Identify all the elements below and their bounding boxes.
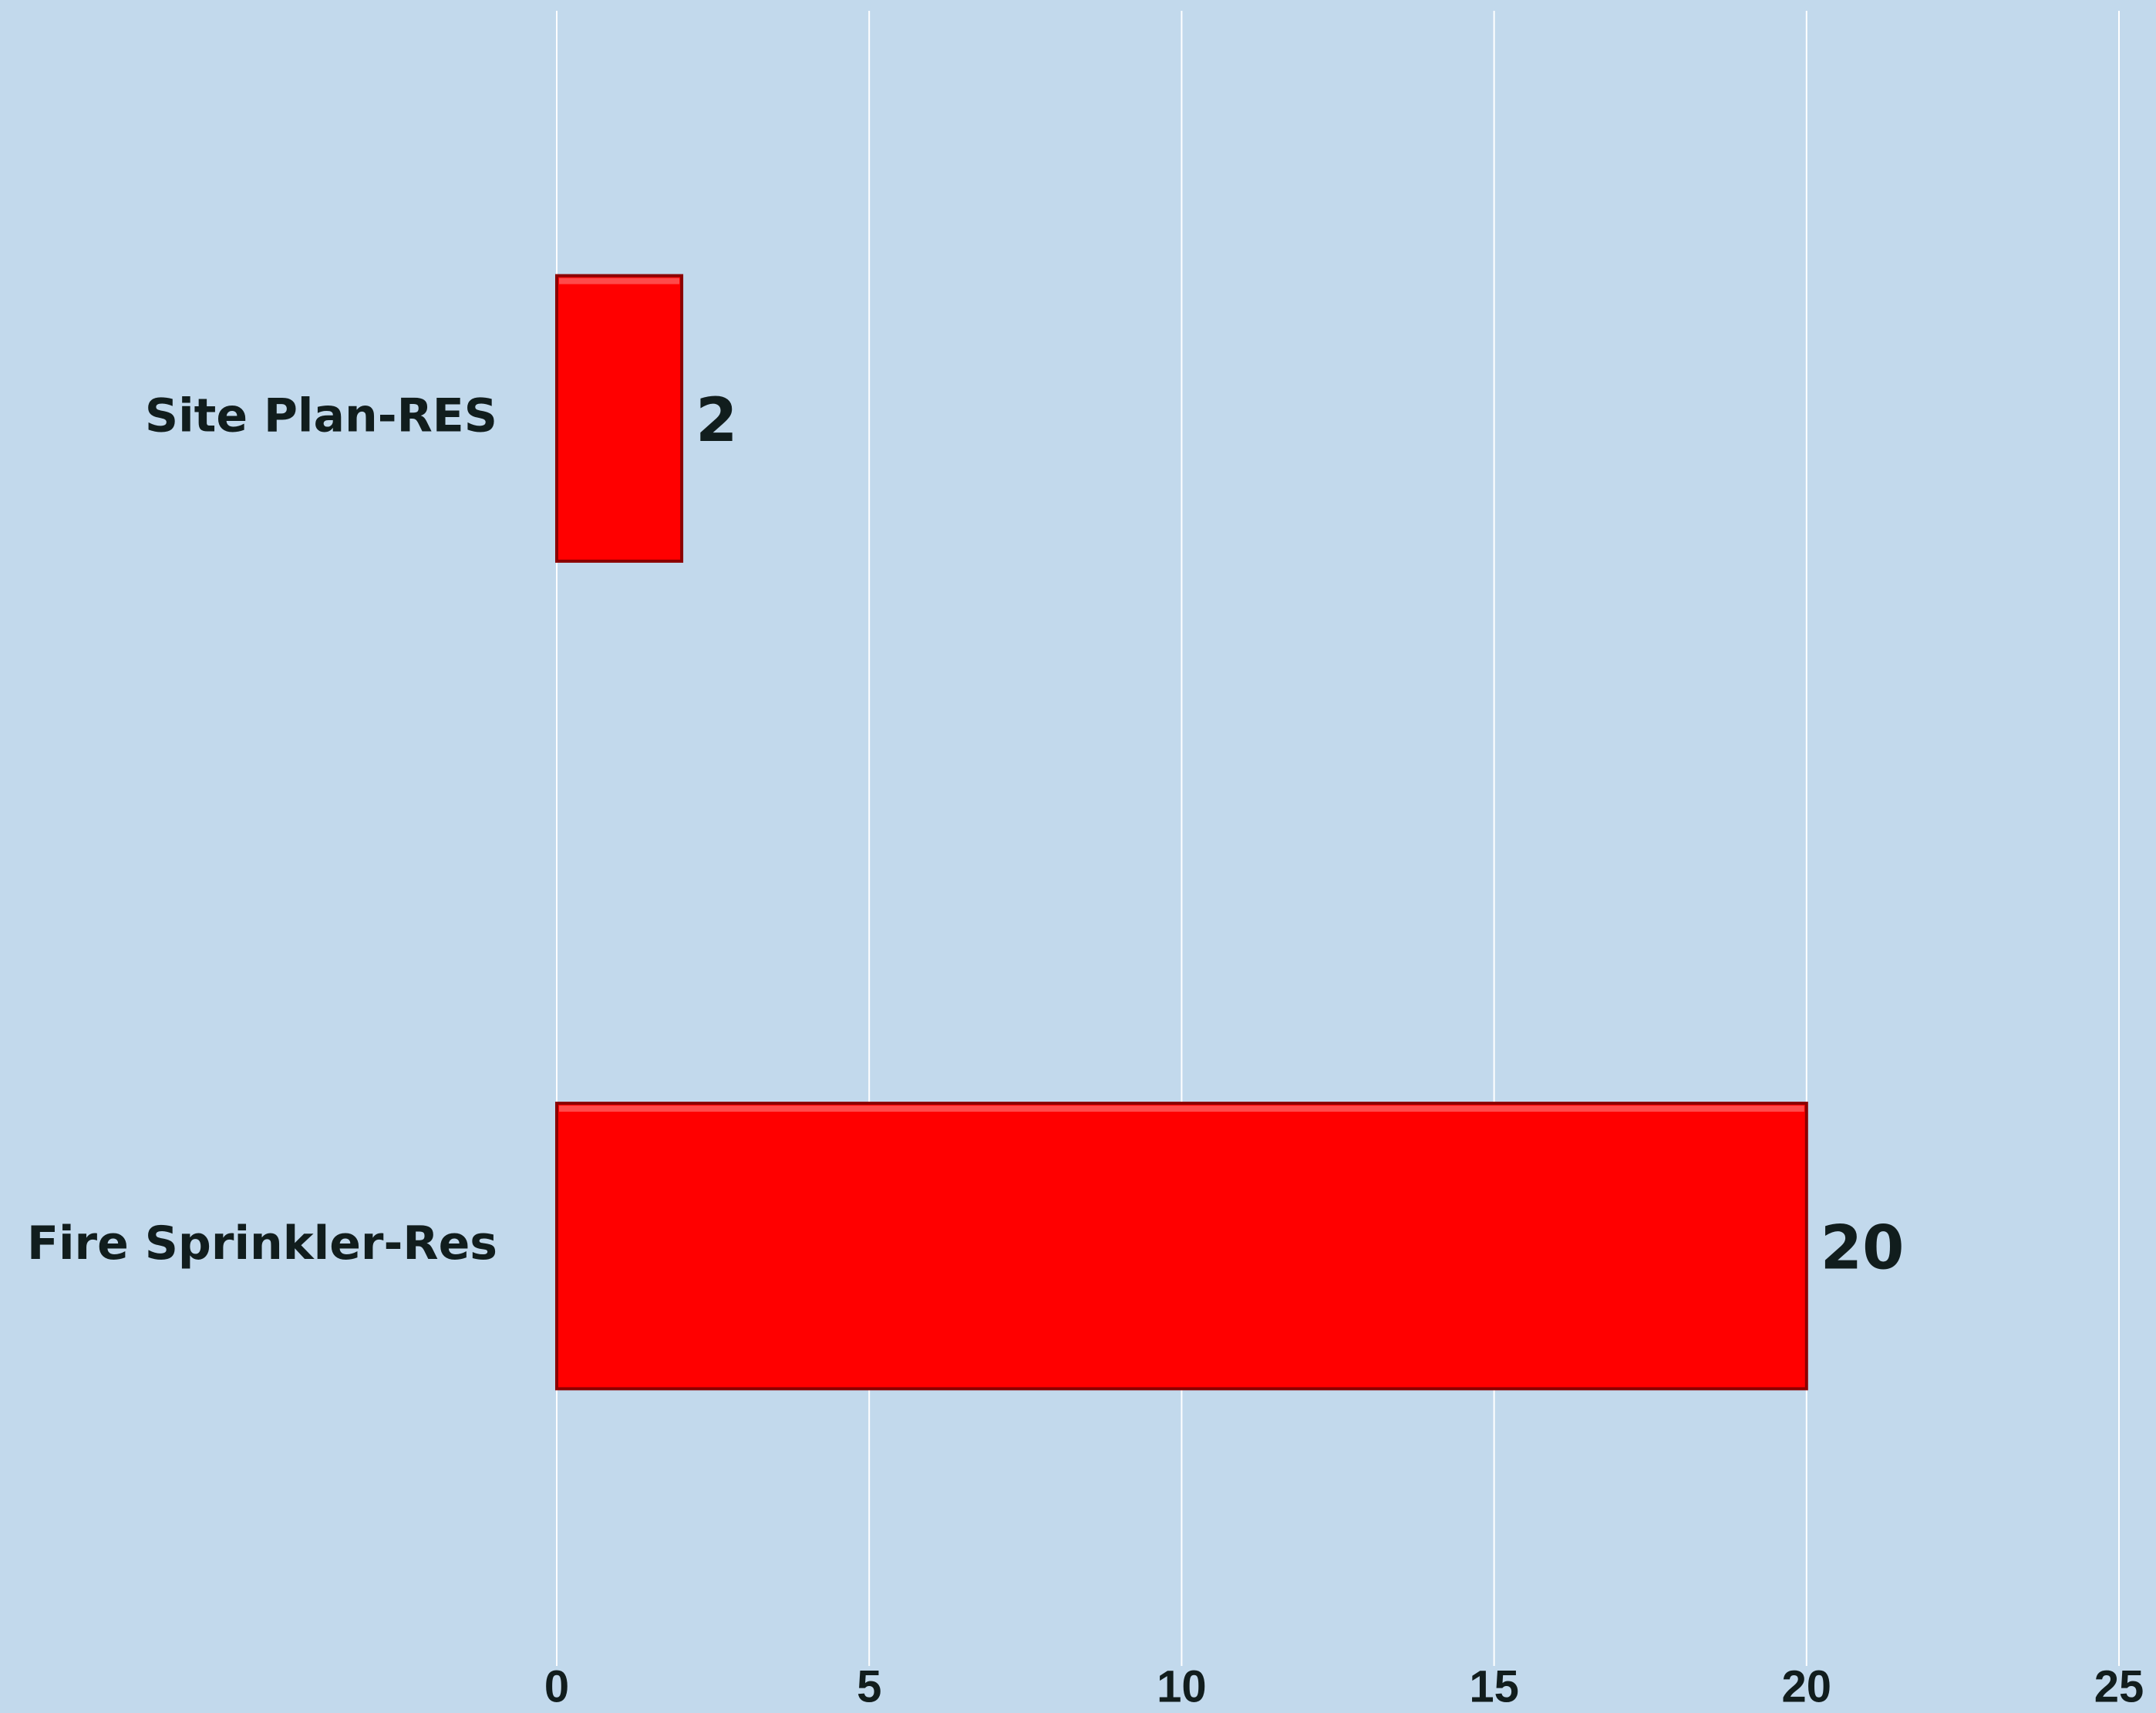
x-tick-label: 5	[857, 1661, 881, 1711]
bar-highlight	[559, 1106, 1804, 1112]
y-tick-label: Site Plan-RES	[145, 389, 497, 443]
bar	[555, 274, 684, 563]
data-label: 20	[1821, 1214, 1905, 1284]
x-tick-label: 10	[1157, 1661, 1207, 1711]
data-label: 2	[696, 386, 737, 456]
y-tick-label: Fire Sprinkler-Res	[27, 1217, 497, 1270]
x-tick-label: 0	[544, 1661, 569, 1711]
x-tick-label: 25	[2094, 1661, 2144, 1711]
x-tick-label: 20	[1782, 1661, 1832, 1711]
bar-highlight	[559, 278, 680, 284]
x-tick-label: 15	[1469, 1661, 1519, 1711]
bar	[555, 1102, 1808, 1391]
